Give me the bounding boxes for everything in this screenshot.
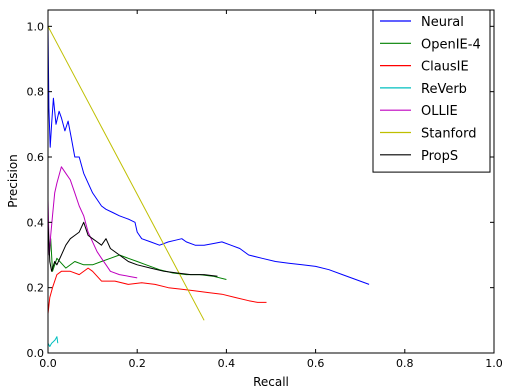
series-layer (47, 26, 370, 347)
y-tick-label: 0.0 (27, 347, 45, 360)
plot-frame (47, 9, 495, 354)
y-tick-label: 0.8 (27, 86, 45, 99)
x-tick-label: 1.0 (485, 357, 503, 370)
y-tick-label: 0.6 (27, 151, 45, 164)
y-tick-label: 0.2 (27, 282, 45, 295)
series-line-openie-4 (47, 222, 227, 280)
series-line-ollie (47, 166, 138, 279)
legend-box (372, 9, 491, 173)
y-tick-label: 0.4 (27, 216, 45, 229)
x-tick-label: 0.0 (39, 357, 57, 370)
x-axis-label: Recall (253, 375, 289, 389)
legend: Neural OpenIE-4 ClausIE ReVerb OLLIE Stanford… (372, 9, 491, 173)
series-line-reverb (47, 336, 59, 347)
x-tick-label: 0.8 (396, 357, 414, 370)
legend-label: ReVerb (421, 82, 467, 97)
x-tick-label: 0.4 (218, 357, 236, 370)
legend-label: PropS (421, 149, 458, 164)
ticks-layer: 0.0 0.2 0.4 0.6 0.8 1.0 0.0 0.2 0.4 0.6 0.8 1.0 (27, 10, 503, 370)
series-line-clausie (47, 267, 267, 314)
series-line-neural (47, 26, 370, 285)
legend-label: OLLIE (421, 104, 458, 119)
legend-label: Neural (421, 15, 464, 30)
series-line-stanford (47, 26, 205, 321)
legend-label: ClausIE (421, 60, 469, 75)
series-line-props (47, 221, 218, 277)
y-tick-label: 1.0 (27, 20, 45, 33)
legend-label: Stanford (421, 127, 476, 142)
y-axis-label: Precision (6, 154, 20, 208)
legend-label: OpenIE-4 (421, 37, 481, 52)
x-tick-label: 0.2 (128, 357, 146, 370)
x-tick-label: 0.6 (307, 357, 325, 370)
